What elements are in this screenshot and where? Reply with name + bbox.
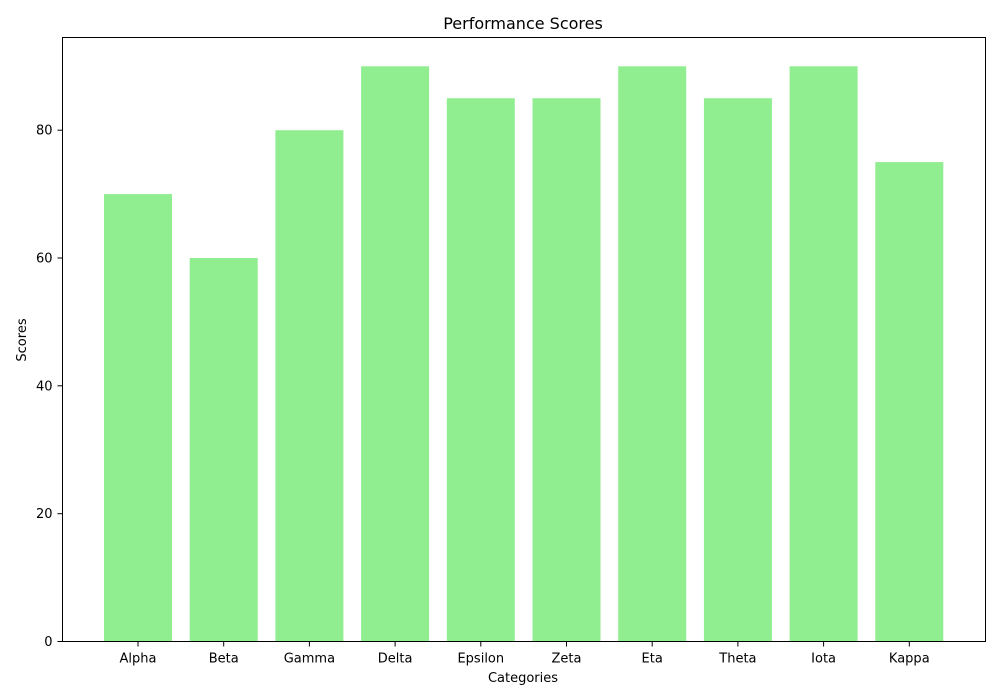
x-tick-label: Alpha <box>120 652 157 667</box>
bar-iota <box>789 66 858 642</box>
y-tick-label: 80 <box>36 124 53 139</box>
x-tick-label: Epsilon <box>457 652 504 667</box>
bar-beta <box>189 258 258 642</box>
x-axis-label: Categories <box>488 671 558 686</box>
chart-title: Performance Scores <box>443 14 603 33</box>
bar-zeta <box>532 98 601 642</box>
y-tick-label: 40 <box>36 379 53 394</box>
bar-eta <box>618 66 687 642</box>
bar-kappa <box>875 162 944 642</box>
bars-layer <box>104 66 944 642</box>
x-tick-label: Kappa <box>889 652 930 667</box>
y-axis-label: Scores <box>15 318 30 361</box>
y-tick-label: 0 <box>44 635 52 650</box>
bar-theta <box>703 98 772 642</box>
y-tick-label: 60 <box>36 252 53 267</box>
x-tick-label: Eta <box>642 652 663 667</box>
y-tick-label: 20 <box>36 507 53 522</box>
bar-gamma <box>275 130 344 642</box>
x-tick-label: Delta <box>378 652 413 667</box>
x-tick-label: Theta <box>718 652 756 667</box>
bar-epsilon <box>446 98 515 642</box>
bar-delta <box>361 66 430 642</box>
x-tick-label: Zeta <box>552 652 582 667</box>
x-tick-label: Gamma <box>284 652 335 667</box>
x-tick-label: Iota <box>811 652 836 667</box>
ticks-layer: Alpha Beta Gamma Delta Epsilon Zeta Eta Theta Io… <box>36 124 930 667</box>
plot-frame <box>62 37 986 642</box>
bar-alpha <box>104 194 172 642</box>
x-tick-label: Beta <box>209 652 239 667</box>
